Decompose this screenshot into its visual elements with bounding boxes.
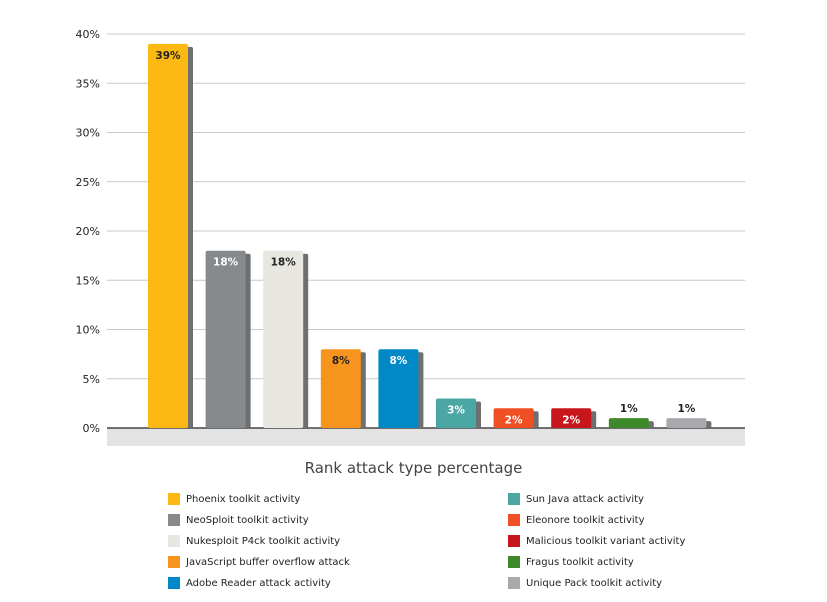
bar bbox=[263, 250, 304, 428]
legend-label: Sun Java attack activity bbox=[526, 493, 644, 505]
bars bbox=[148, 43, 712, 428]
y-tick-label: 35% bbox=[76, 77, 100, 90]
data-label: 1% bbox=[620, 403, 638, 415]
data-label: 3% bbox=[447, 404, 465, 416]
legend-label: Nukesploit P4ck toolkit activity bbox=[186, 535, 341, 547]
legend-swatch bbox=[168, 577, 180, 589]
legend-item: NeoSploit toolkit activity bbox=[168, 512, 309, 528]
y-tick-label: 40% bbox=[76, 28, 100, 41]
bar bbox=[148, 43, 188, 428]
data-labels: 39% 18% 18% 8% 8% 3% 2% 2% 1% 1% bbox=[155, 50, 695, 426]
data-label: 18% bbox=[213, 257, 239, 269]
legend-swatch bbox=[508, 514, 520, 526]
legend-item: JavaScript buffer overflow attack bbox=[168, 554, 350, 570]
legend-label: NeoSploit toolkit activity bbox=[186, 514, 309, 526]
legend-swatch bbox=[168, 514, 180, 526]
legend-item: Sun Java attack activity bbox=[508, 491, 644, 507]
legend-item: Eleonore toolkit activity bbox=[508, 512, 645, 528]
data-label: 2% bbox=[562, 414, 580, 426]
legend-label: Phoenix toolkit activity bbox=[186, 493, 301, 505]
chart-floor bbox=[107, 428, 745, 446]
legend-label: Eleonore toolkit activity bbox=[526, 514, 645, 526]
bar bbox=[666, 418, 707, 428]
y-tick-label: 30% bbox=[76, 127, 100, 140]
bar bbox=[608, 418, 649, 428]
legend-swatch bbox=[508, 493, 520, 505]
bar-chart: 0%5%10%15%20%25%30%35%40% 39%18% 18%8% 8%3… bbox=[76, 28, 745, 446]
data-label: 8% bbox=[389, 355, 407, 367]
legend-swatch bbox=[168, 535, 180, 547]
legend-swatch bbox=[168, 556, 180, 568]
y-tick-label: 15% bbox=[76, 274, 100, 287]
legend-label: Fragus toolkit activity bbox=[526, 556, 634, 568]
bar bbox=[493, 408, 534, 428]
data-label: 8% bbox=[332, 355, 350, 367]
bar bbox=[551, 408, 592, 428]
y-tick-label: 0% bbox=[83, 422, 100, 435]
legend-swatch bbox=[508, 577, 520, 589]
y-axis-ticks: 0% 5% 10% 15% 20% 25% 30% 35% 40% bbox=[76, 28, 100, 435]
legend-item: Nukesploit P4ck toolkit activity bbox=[168, 533, 340, 549]
y-tick-label: 10% bbox=[76, 324, 100, 337]
legend-item: Malicious toolkit variant activity bbox=[508, 533, 685, 549]
legend-label: Malicious toolkit variant activity bbox=[526, 535, 686, 547]
legend-label: Unique Pack toolkit activity bbox=[526, 577, 663, 589]
chart-title: Rank attack type percentage bbox=[304, 459, 523, 477]
bar bbox=[205, 250, 246, 428]
legend-swatch bbox=[508, 556, 520, 568]
legend: Phoenix toolkit activity NeoSploit toolki… bbox=[0, 491, 827, 596]
y-tick-label: 25% bbox=[76, 176, 100, 189]
legend-item: Adobe Reader attack activity bbox=[168, 575, 331, 591]
legend-swatch bbox=[508, 535, 520, 547]
legend-label: JavaScript buffer overflow attack bbox=[186, 556, 350, 568]
bar bbox=[378, 349, 419, 428]
gridlines bbox=[107, 33, 745, 380]
data-label: 2% bbox=[505, 414, 523, 426]
legend-swatch bbox=[168, 493, 180, 505]
legend-label: Adobe Reader attack activity bbox=[186, 577, 331, 589]
data-label: 18% bbox=[271, 257, 297, 269]
legend-item: Fragus toolkit activity bbox=[508, 554, 634, 570]
legend-item: Unique Pack toolkit activity bbox=[508, 575, 662, 591]
data-label: 1% bbox=[677, 403, 695, 415]
y-tick-label: 5% bbox=[83, 373, 100, 386]
data-label: 39% bbox=[155, 50, 181, 62]
bar bbox=[436, 398, 476, 428]
bar bbox=[320, 349, 361, 428]
legend-item: Phoenix toolkit activity bbox=[168, 491, 300, 507]
y-tick-label: 20% bbox=[76, 225, 100, 238]
